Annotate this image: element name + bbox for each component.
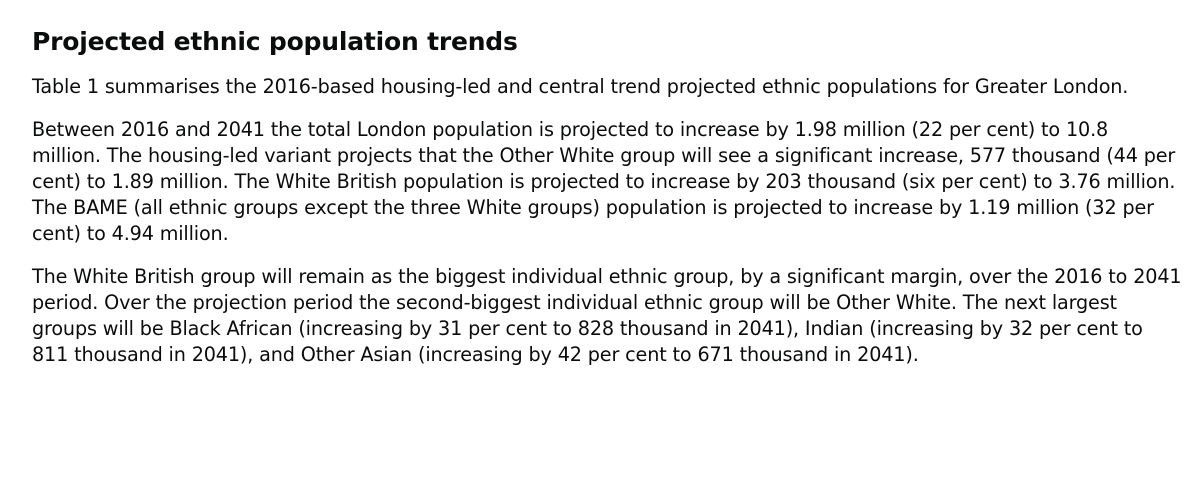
paragraph-largest-groups: The White British group will remain as t… (32, 265, 1182, 366)
paragraph-intro: Table 1 summarises the 2016-based housin… (32, 75, 1129, 98)
article-content: Projected ethnic population trends Table… (32, 26, 1182, 385)
paragraph-population-change: Between 2016 and 2041 the total London p… (32, 118, 1176, 245)
section-heading: Projected ethnic population trends (32, 27, 518, 56)
